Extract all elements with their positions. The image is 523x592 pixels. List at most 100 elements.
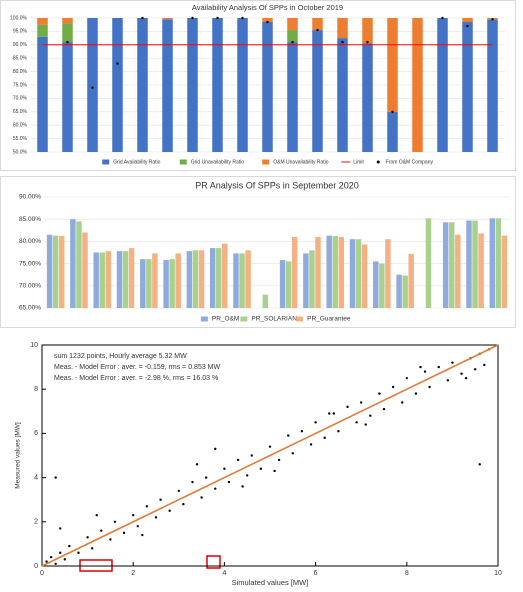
y-tick-label: 95.0%	[13, 29, 28, 35]
point	[419, 365, 422, 369]
point	[59, 551, 62, 554]
point	[195, 463, 199, 466]
point	[291, 452, 294, 455]
point	[100, 529, 103, 532]
y-tick-label: 6	[34, 430, 38, 437]
y-tick-label: 85.00%	[19, 216, 41, 223]
dot	[216, 16, 219, 20]
point	[474, 368, 477, 371]
point	[90, 547, 94, 550]
legend-label: Grid Unavailability Ratio	[191, 159, 245, 165]
x-tick-label: 8	[405, 570, 409, 577]
bar	[396, 274, 402, 308]
bar	[501, 235, 508, 308]
dot	[316, 28, 319, 32]
point	[478, 463, 481, 466]
point	[414, 392, 418, 395]
y-tick-label: 65.00%	[19, 305, 41, 312]
bar	[361, 244, 368, 308]
y-tick-label: 2	[34, 519, 38, 526]
legend-label: PR_SOLARIAN	[251, 316, 297, 323]
x-tick-label: 0	[40, 570, 44, 577]
point	[191, 480, 194, 484]
point	[63, 558, 66, 561]
point	[59, 527, 62, 530]
legend-swatch	[296, 316, 304, 322]
bar	[489, 218, 496, 308]
legend-label: Limit	[353, 159, 364, 165]
bar	[291, 236, 298, 308]
bar	[303, 253, 309, 308]
point	[145, 505, 149, 508]
point	[483, 363, 486, 367]
point	[360, 401, 363, 404]
x-axis-label: Simulated values [MW]	[232, 578, 309, 587]
point	[277, 458, 281, 462]
point	[86, 536, 89, 539]
point	[369, 414, 372, 417]
legend-swatch	[376, 160, 380, 164]
bar	[349, 239, 356, 308]
bar	[169, 259, 175, 308]
x-tick-label: 2	[131, 570, 135, 577]
bar	[76, 221, 82, 308]
point	[423, 370, 427, 373]
point	[323, 436, 326, 440]
dot	[491, 18, 494, 21]
bar-segment	[412, 18, 423, 152]
y-tick-label: 65.0%	[13, 109, 28, 115]
dot	[141, 16, 144, 20]
bar	[239, 253, 245, 308]
point	[200, 496, 203, 499]
bar	[326, 235, 332, 308]
bar	[58, 236, 65, 308]
fit-line	[41, 344, 499, 567]
bar-segment	[462, 18, 473, 23]
dot	[116, 62, 119, 65]
point	[401, 401, 404, 404]
annotation: sum 1232 points, Hourly average 5.32 MW	[54, 353, 187, 360]
dot	[66, 40, 69, 44]
bar	[472, 220, 478, 308]
bar-segment	[62, 42, 73, 153]
point	[268, 445, 272, 448]
x-tick-label: 10	[494, 570, 502, 577]
point	[464, 376, 468, 380]
legend-label: O&M Unavailability Ratio	[273, 159, 329, 165]
point	[136, 525, 139, 528]
point	[378, 392, 381, 395]
bar-segment	[87, 18, 98, 152]
point	[300, 429, 304, 433]
bar	[379, 263, 385, 308]
point	[246, 474, 249, 477]
bar	[70, 219, 76, 308]
bar	[245, 250, 251, 308]
legend-swatch	[102, 159, 110, 165]
bar-segment	[362, 18, 373, 44]
bar	[425, 218, 432, 308]
bar	[385, 239, 391, 308]
bar	[146, 259, 152, 308]
y-tick-label: 70.00%	[19, 283, 41, 290]
y-tick-label: 75.00%	[19, 260, 41, 267]
point	[259, 467, 263, 470]
bar	[216, 248, 222, 308]
y-tick-label: 90.0%	[13, 42, 28, 48]
point	[236, 458, 240, 462]
point	[241, 485, 244, 488]
legend-label: Grid Availability Ratio	[113, 159, 160, 165]
bar	[140, 259, 146, 308]
y-tick-label: 60.0%	[13, 123, 28, 129]
point	[68, 544, 71, 548]
bar	[198, 250, 205, 308]
bar	[122, 251, 129, 308]
point	[332, 412, 336, 415]
panel	[0, 0, 516, 171]
y-tick-label: 100.0%	[10, 15, 28, 21]
y-tick-label: 75.0%	[13, 82, 28, 88]
point	[337, 429, 340, 433]
y-tick-label: 4	[34, 474, 38, 481]
dot	[366, 40, 369, 44]
legend-label: From O&M Company	[386, 159, 434, 165]
bar	[99, 252, 105, 308]
